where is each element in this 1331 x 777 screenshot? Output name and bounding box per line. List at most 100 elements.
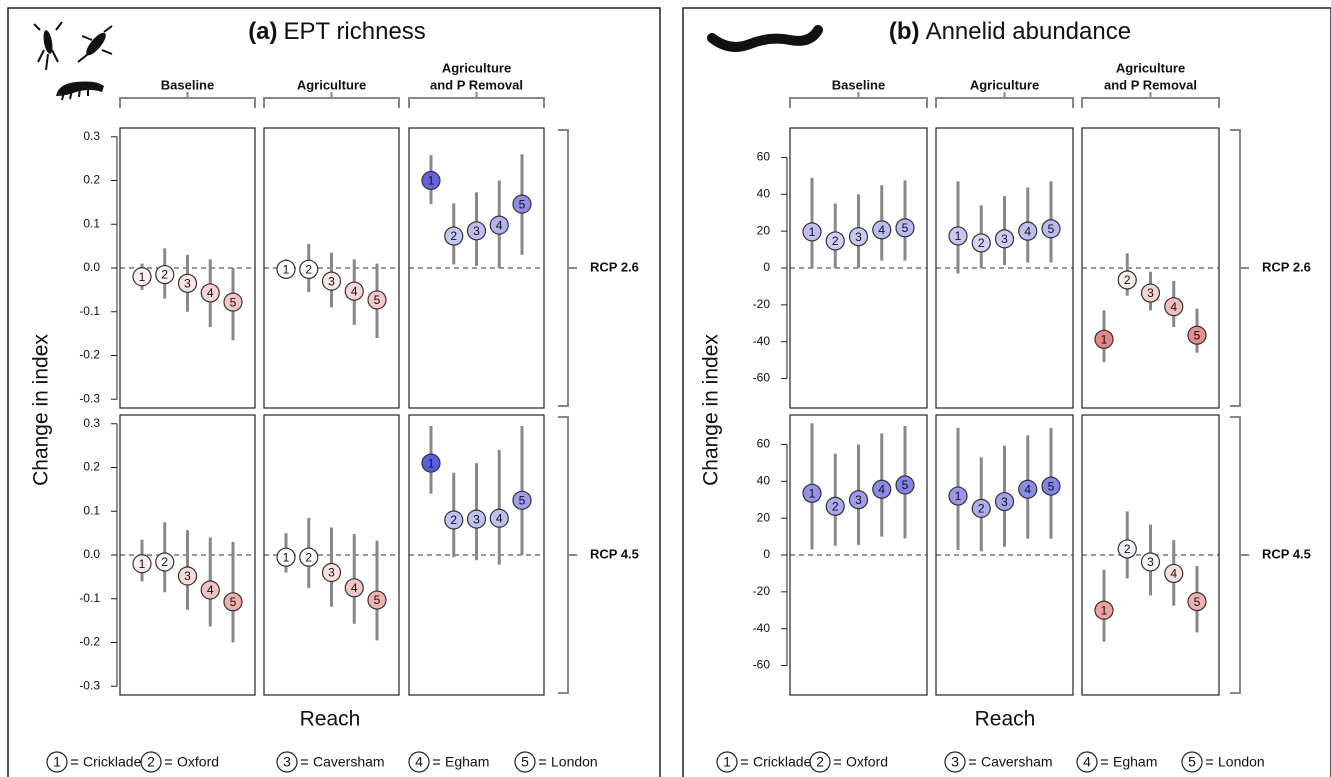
- y-axis-label: Change in index: [30, 334, 53, 486]
- point: [177, 566, 198, 586]
- y-tick-label: 0.2: [83, 173, 100, 187]
- point-label: 5: [519, 493, 526, 507]
- point: [444, 510, 464, 530]
- legend-name: Caversham: [313, 754, 385, 770]
- point-label: 1: [428, 174, 435, 188]
- point: [276, 547, 296, 567]
- legend-name: London: [551, 754, 598, 770]
- point-label: 1: [809, 225, 816, 239]
- row-bracket: [1230, 129, 1249, 407]
- legend-number: 3: [951, 754, 959, 770]
- point: [344, 281, 364, 301]
- legend-marker: [944, 751, 966, 773]
- row-bracket: [558, 416, 577, 694]
- point-label: 1: [283, 262, 290, 276]
- point-label: 2: [978, 502, 985, 516]
- y-tick-label: -0.3: [79, 391, 100, 405]
- point-label: 5: [1048, 222, 1055, 236]
- column-header: Agriculture: [970, 77, 1039, 92]
- panel-frame: [7, 7, 661, 777]
- point: [1140, 552, 1161, 572]
- point: [132, 554, 152, 574]
- point: [489, 215, 509, 235]
- point-label: 1: [955, 229, 962, 243]
- point-label: 2: [161, 268, 168, 282]
- column-bracket: [789, 92, 928, 108]
- point-label: 3: [473, 512, 480, 526]
- point: [825, 496, 845, 516]
- point: [848, 227, 869, 247]
- point: [1094, 600, 1114, 620]
- point-label: 4: [1170, 567, 1177, 581]
- point-label: 1: [809, 486, 816, 500]
- point-label: 4: [496, 511, 503, 525]
- point-label: 4: [351, 581, 358, 595]
- legend-equals: [741, 759, 748, 765]
- point-label: 3: [1147, 555, 1154, 569]
- legend-equals: [165, 759, 172, 765]
- legend-marker: [46, 751, 68, 773]
- title-text: Annelid abundance: [926, 18, 1132, 45]
- point: [802, 483, 822, 503]
- y-tick-label: 0.3: [83, 416, 100, 430]
- row-header: RCP 2.6: [590, 259, 639, 274]
- point-label: 5: [230, 295, 237, 309]
- point: [848, 490, 869, 510]
- legend-name: Caversham: [981, 754, 1053, 770]
- point: [466, 509, 487, 529]
- point-label: 1: [139, 557, 146, 571]
- point: [367, 290, 387, 310]
- point-label: 3: [184, 569, 191, 583]
- point: [872, 479, 892, 499]
- y-tick-label: -0.1: [79, 591, 100, 605]
- y-tick-label: 60: [757, 437, 771, 451]
- legend-marker: [140, 751, 162, 773]
- column-header: and P Removal: [1104, 77, 1197, 92]
- point: [1041, 476, 1061, 496]
- legend-marker: [276, 751, 298, 773]
- column-header: Agriculture: [1116, 60, 1185, 75]
- y-tick-label: 20: [757, 223, 771, 237]
- point-label: 3: [328, 566, 335, 580]
- column-header: Agriculture: [442, 60, 511, 75]
- legend-number: 2: [816, 754, 824, 770]
- point-label: 3: [1147, 286, 1154, 300]
- y-tick-label: -20: [753, 297, 771, 311]
- point: [1187, 325, 1207, 345]
- point: [994, 491, 1015, 512]
- row-header: RCP 2.6: [1262, 259, 1311, 274]
- column-header: Agriculture: [297, 77, 366, 92]
- point-label: 1: [1101, 332, 1108, 346]
- point-label: 3: [184, 276, 191, 290]
- point: [200, 283, 220, 303]
- point: [200, 580, 220, 600]
- point-label: 4: [496, 218, 503, 232]
- point: [132, 267, 152, 287]
- point: [155, 264, 175, 285]
- point: [825, 231, 845, 251]
- legend-number: 2: [147, 754, 155, 770]
- y-tick-label: 0.0: [83, 547, 100, 561]
- point-label: 5: [519, 197, 526, 211]
- point-label: 5: [1048, 479, 1055, 493]
- legend-equals: [1206, 759, 1213, 765]
- y-tick-label: 0.0: [83, 260, 100, 274]
- point-label: 3: [1001, 495, 1008, 509]
- point: [895, 475, 915, 495]
- point-label: 4: [878, 223, 885, 237]
- point: [994, 229, 1015, 249]
- column-bracket: [119, 92, 256, 108]
- point-label: 5: [902, 478, 909, 492]
- point-label: 5: [902, 221, 909, 235]
- legend-equals: [969, 759, 976, 765]
- row-header: RCP 4.5: [590, 546, 639, 561]
- legend-number: 1: [53, 754, 61, 770]
- point: [155, 552, 175, 572]
- point: [299, 547, 319, 567]
- point: [1094, 329, 1114, 349]
- row-header: RCP 4.5: [1262, 546, 1311, 561]
- y-tick-label: 40: [757, 473, 771, 487]
- y-tick-label: -0.2: [79, 348, 100, 362]
- point-label: 2: [450, 513, 457, 527]
- point-label: 2: [832, 500, 839, 514]
